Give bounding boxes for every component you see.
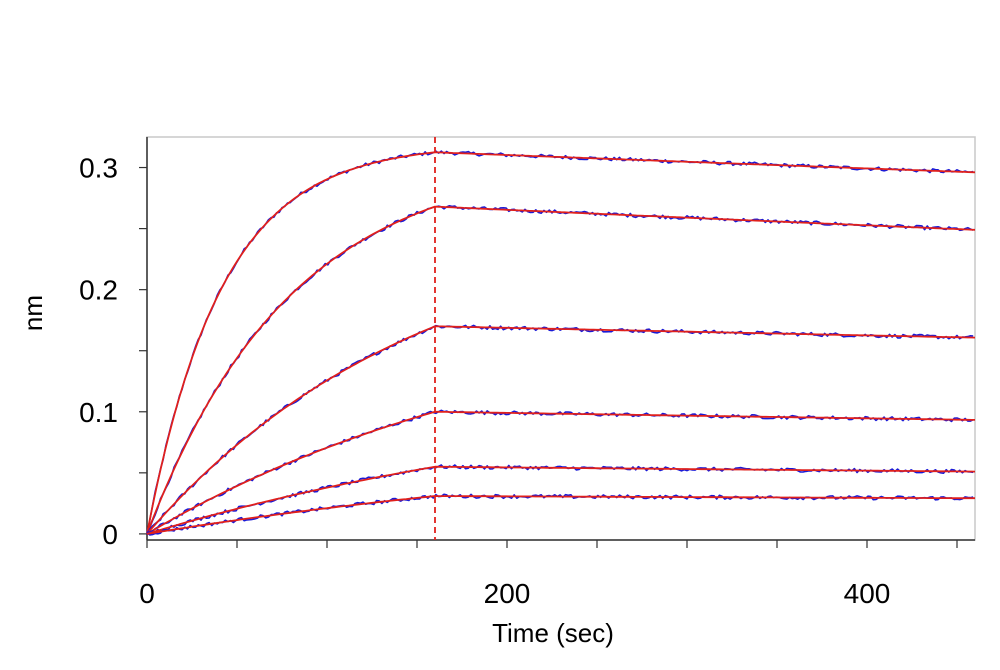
measured-curve-2 — [146, 205, 974, 534]
x-tick-label: 200 — [484, 578, 531, 609]
measured-curve-1 — [146, 150, 974, 534]
plot-frame — [146, 136, 976, 541]
x-axis-label: Time (sec) — [492, 618, 614, 648]
fit-curve-2 — [146, 205, 976, 535]
fit-curve-3 — [146, 325, 976, 535]
y-tick-label: 0.1 — [79, 397, 118, 428]
measured-curve-3 — [146, 324, 974, 535]
x-tick-label: 400 — [844, 578, 891, 609]
y-tick-label: 0.3 — [79, 153, 118, 184]
measured-curve-5 — [146, 464, 974, 534]
fit-curve-6 — [146, 495, 975, 535]
y-tick-label: 0 — [102, 519, 118, 550]
y-axis-label: nm — [18, 295, 48, 331]
x-tick-label: 0 — [139, 578, 155, 609]
fit-curve-1 — [146, 151, 976, 535]
fit-curve-5 — [146, 465, 976, 535]
measured-curve-4 — [146, 409, 974, 536]
measured-curve-6 — [146, 493, 974, 536]
y-tick-label: 0.2 — [79, 275, 118, 306]
fit-curve-4 — [146, 410, 975, 535]
